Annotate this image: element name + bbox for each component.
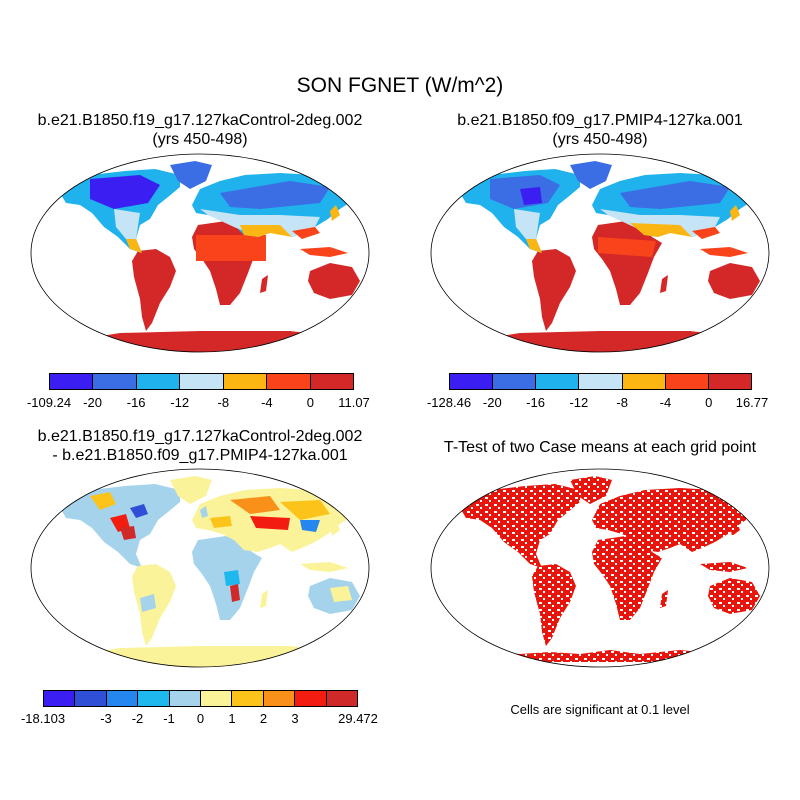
panel2-map [430, 153, 770, 353]
colorbar-swatch [44, 691, 76, 706]
colorbar-swatch [622, 374, 666, 389]
colorbar-tick-label: 0 [306, 395, 315, 410]
colorbar-tick-label: -4 [261, 395, 273, 410]
colorbar-tick-label: -2 [131, 711, 144, 726]
colorbar-tick-label: -8 [217, 395, 230, 410]
antarctica-region [50, 331, 360, 352]
colorbar-swatch [708, 374, 751, 389]
antarctica-region [450, 331, 760, 352]
panel1-title: b.e21.B1850.f19_g17.127kaControl-2deg.00… [37, 112, 363, 129]
panel3-map [30, 468, 370, 668]
panel3-colorbar [43, 690, 358, 707]
panel1-colorbar [49, 373, 354, 390]
colorbar-tick-label: -8 [616, 395, 628, 410]
panel2-colorbar-labels: -128.46 -20 -16 -12 -8 -4 0 16.77 [427, 395, 768, 411]
main-title: SON FGNET (W/m^2) [296, 74, 504, 97]
colorbar-tick-label: -109.24 [26, 395, 72, 410]
colorbar-swatch [136, 374, 181, 389]
colorbar-tick-label: -4 [659, 395, 672, 410]
antarctica-region [50, 646, 360, 667]
colorbar-tick-label: -12 [170, 395, 190, 410]
colorbar-swatch [295, 691, 327, 706]
colorbar-tick-label: -12 [569, 395, 589, 410]
colorbar-tick-label: -128.46 [426, 395, 472, 410]
colorbar-tick-label: 0 [705, 395, 713, 410]
colorbar-tick-label: -20 [482, 395, 502, 410]
colorbar-swatch [232, 691, 264, 706]
colorbar-swatch [579, 374, 623, 389]
colorbar-swatch [169, 691, 202, 706]
colorbar-swatch [223, 374, 268, 389]
colorbar-swatch [106, 691, 139, 706]
colorbar-swatch [665, 374, 709, 389]
colorbar-tick-label: 2 [259, 711, 268, 726]
map-outline [30, 468, 370, 668]
panel4-title: T-Test of two Case means at each grid po… [443, 439, 757, 456]
panel1-subtitle: (yrs 450-498) [152, 131, 248, 148]
colorbar-swatch [267, 374, 311, 389]
colorbar-tick-label: -20 [83, 395, 102, 410]
colorbar-swatch [138, 691, 170, 706]
colorbar-tick-label: -16 [126, 395, 146, 410]
colorbar-tick-label: 16.77 [735, 395, 769, 410]
colorbar-swatch [536, 374, 580, 389]
colorbar-swatch [75, 691, 107, 706]
colorbar-swatch [201, 691, 233, 706]
colorbar-swatch [263, 691, 296, 706]
map-outline [430, 468, 770, 668]
panel1-map [30, 153, 370, 353]
colorbar-tick-label: 1 [228, 711, 236, 726]
panel3-title: b.e21.B1850.f19_g17.127kaControl-2deg.00… [37, 428, 363, 445]
colorbar-swatch [450, 374, 494, 389]
colorbar-tick-label: -16 [526, 395, 545, 410]
panel2-title: b.e21.B1850.f09_g17.PMIP4-127ka.001 [457, 112, 743, 129]
colorbar-swatch [50, 374, 94, 389]
significance-note: Cells are significant at 0.1 level [510, 702, 690, 717]
colorbar-swatch [493, 374, 537, 389]
colorbar-tick-label: 11.07 [338, 395, 370, 410]
colorbar-swatch [326, 691, 358, 706]
panel3-subtitle: - b.e21.B1850.f09_g17.PMIP4-127ka.001 [52, 447, 348, 464]
colorbar-tick-label: -18.103 [20, 711, 66, 726]
map-outline [430, 153, 770, 353]
panel4-map [430, 468, 770, 668]
colorbar-tick-label: 3 [291, 711, 299, 726]
panel2-subtitle: (yrs 450-498) [552, 131, 648, 148]
colorbar-tick-label: 0 [196, 711, 205, 726]
colorbar-swatch [93, 374, 137, 389]
colorbar-swatch [310, 374, 353, 389]
panel3-colorbar-labels: -18.103 -3 -2 -1 0 1 2 3 29.472 [21, 711, 378, 727]
colorbar-tick-label: -1 [163, 711, 175, 726]
panel2-colorbar [449, 373, 752, 390]
panel1-colorbar-labels: -109.24 -20 -16 -12 -8 -4 0 11.07 [27, 395, 370, 411]
colorbar-swatch [180, 374, 224, 389]
colorbar-tick-label: 29.472 [338, 711, 378, 726]
map-outline [30, 153, 370, 353]
colorbar-tick-label: -3 [100, 711, 112, 726]
